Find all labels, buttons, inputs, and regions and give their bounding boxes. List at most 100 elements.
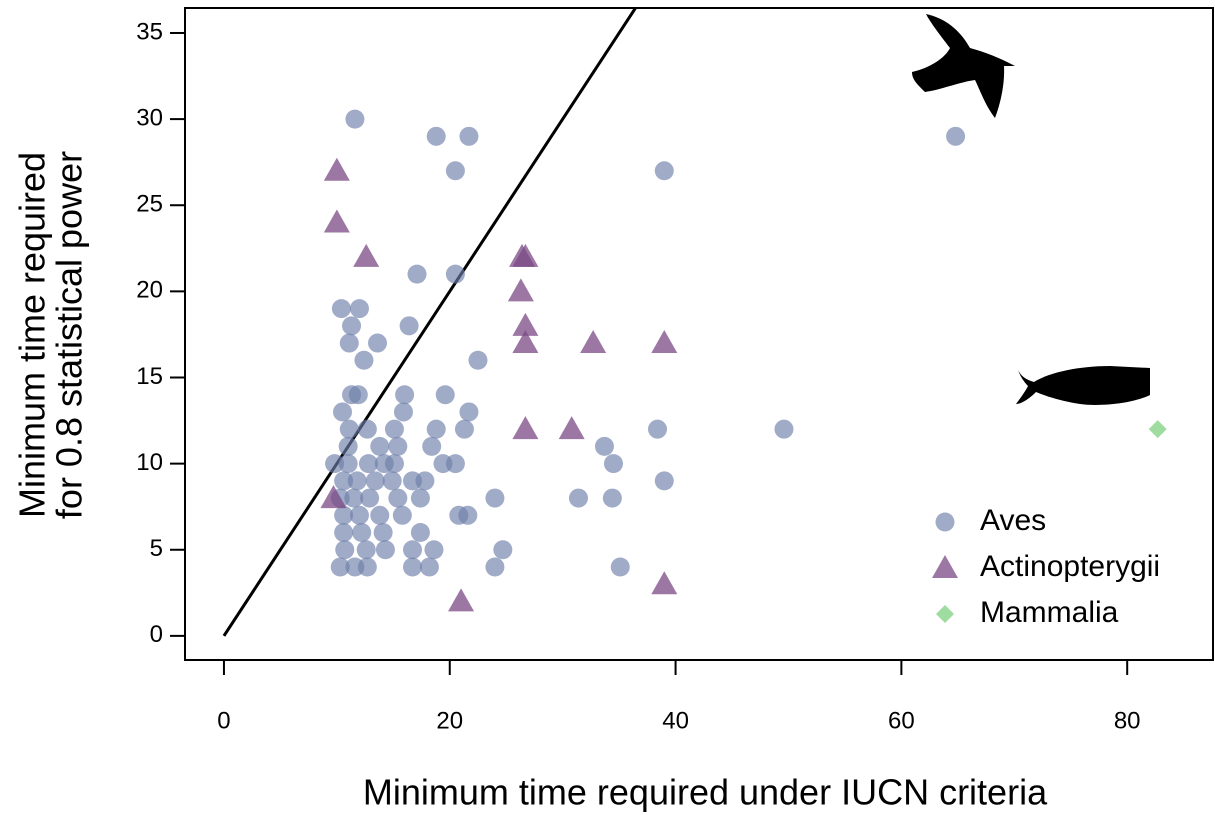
point [594, 436, 614, 456]
point [370, 436, 390, 456]
point [384, 419, 404, 439]
x-tick-label: 60 [888, 707, 915, 734]
point [368, 333, 388, 353]
point [348, 385, 368, 405]
point [445, 264, 465, 284]
point [468, 350, 488, 370]
point [388, 488, 408, 508]
point [774, 419, 794, 439]
point [356, 540, 376, 560]
point [353, 243, 380, 267]
point [338, 436, 358, 456]
whale-silhouette [1016, 366, 1150, 405]
point [410, 488, 430, 508]
point [349, 505, 369, 525]
plot-area [222, 8, 1167, 637]
point [558, 416, 585, 440]
point [648, 419, 668, 439]
point [410, 523, 430, 543]
point [1148, 420, 1167, 439]
point [335, 540, 355, 560]
point [334, 471, 354, 491]
point [345, 109, 365, 129]
point [360, 488, 380, 508]
point [512, 312, 539, 336]
legend-marker [936, 605, 954, 623]
point [358, 454, 378, 474]
point [426, 126, 446, 146]
y-axis-title: for 0.8 statistical power [49, 151, 90, 519]
point [512, 330, 539, 354]
legend-label: Mammalia [980, 596, 1119, 629]
point [334, 523, 354, 543]
point [347, 471, 367, 491]
point [352, 523, 372, 543]
point [320, 485, 347, 509]
point [375, 540, 395, 560]
point [493, 540, 513, 560]
point [399, 316, 419, 336]
point [454, 419, 474, 439]
y-tick-label: 35 [136, 18, 163, 45]
point [602, 488, 622, 508]
x-tick-label: 40 [662, 707, 689, 734]
y-tick-label: 30 [136, 104, 163, 131]
point [651, 571, 678, 595]
point [507, 278, 534, 302]
point [403, 557, 423, 577]
point [485, 488, 505, 508]
point [419, 557, 439, 577]
point [651, 330, 678, 354]
point [435, 385, 455, 405]
point [445, 454, 465, 474]
x-axis-title: Minimum time required under IUCN criteri… [363, 772, 1048, 813]
x-tick-label: 0 [217, 707, 230, 734]
point [654, 471, 674, 491]
point [338, 454, 358, 474]
y-tick-label: 10 [136, 449, 163, 476]
point [333, 402, 353, 422]
y-axis-title: Minimum time required [12, 152, 53, 518]
point [946, 126, 966, 146]
bird-silhouette [912, 14, 1015, 118]
point [325, 454, 345, 474]
point [392, 505, 412, 525]
point [603, 454, 623, 474]
point [485, 557, 505, 577]
legend-label: Aves [980, 504, 1046, 537]
point [403, 540, 423, 560]
y-tick-label: 5 [150, 535, 163, 562]
reference-line [222, 8, 638, 637]
x-tick-label: 80 [1114, 707, 1141, 734]
point [393, 402, 413, 422]
point [426, 419, 446, 439]
point [354, 350, 374, 370]
point [382, 471, 402, 491]
point [342, 316, 362, 336]
point [373, 523, 393, 543]
point [388, 436, 408, 456]
y-tick-label: 15 [136, 363, 163, 390]
point [422, 436, 442, 456]
point [334, 505, 354, 525]
point [349, 299, 369, 319]
point [323, 157, 350, 181]
point [654, 161, 674, 181]
point [459, 402, 479, 422]
point [339, 333, 359, 353]
point [448, 588, 475, 612]
point [415, 471, 435, 491]
point [370, 505, 390, 525]
legend-label: Actinopterygii [980, 550, 1160, 583]
point [357, 419, 377, 439]
point [331, 299, 351, 319]
x-tick-label: 20 [436, 707, 463, 734]
point [424, 540, 444, 560]
point [512, 416, 539, 440]
point [458, 505, 478, 525]
point [357, 557, 377, 577]
point [512, 243, 539, 267]
point [407, 264, 427, 284]
point [459, 126, 479, 146]
point [330, 557, 350, 577]
